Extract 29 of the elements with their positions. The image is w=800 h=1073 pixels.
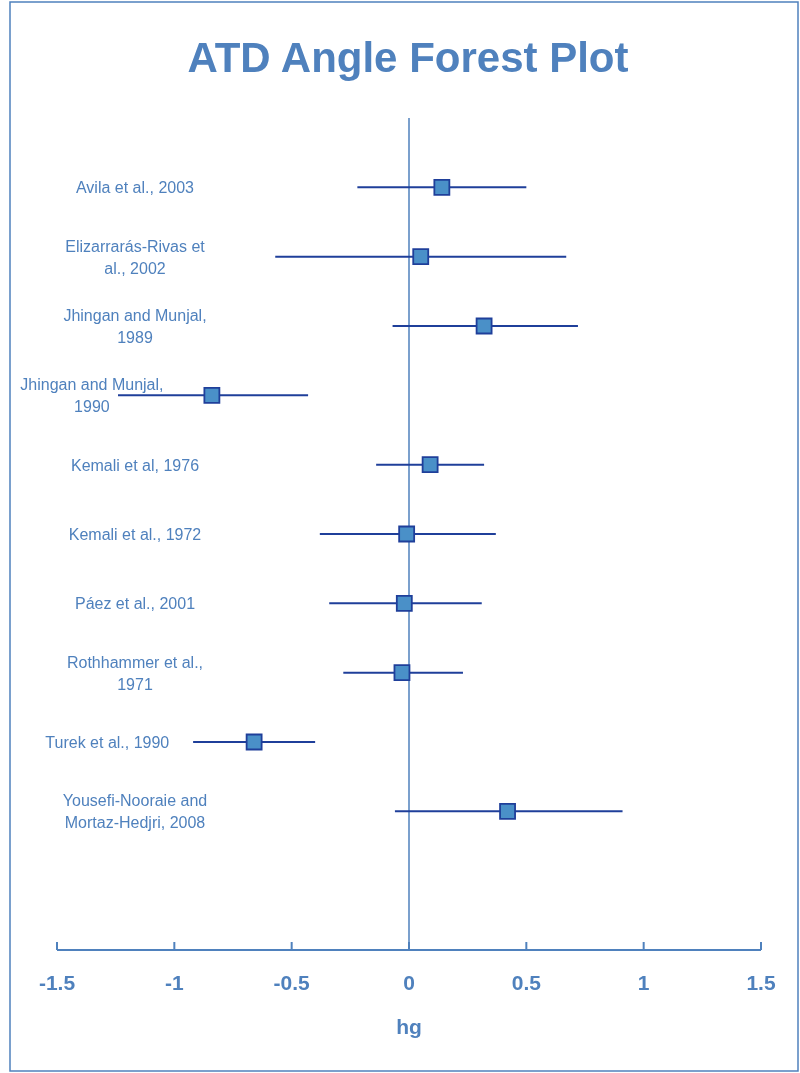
point <box>203 386 221 404</box>
x-tick-label: -0.5 <box>273 971 311 994</box>
y-tick-label: Jhingan and Munjal, 1990 <box>20 376 164 416</box>
y-tick-label: Rothhammer et al., 1971 <box>66 653 204 693</box>
y-tick-label: Avila et al., 2003 <box>75 179 195 197</box>
y-tick-label: Kemali et al, 1976 <box>70 456 200 474</box>
y-tick-label: Yousefi-Nooraie and Mortaz-Hedjri, 2008 <box>62 792 208 832</box>
x-tick-label: -1 <box>164 971 184 994</box>
y-tick-label: Jhingan and Munjal, 1989 <box>63 307 207 346</box>
point <box>412 248 430 266</box>
x-tick-label: 1 <box>637 971 650 994</box>
y-tick-label: Turek et al., 1990 <box>45 734 170 751</box>
x-tick-label: 1.5 <box>746 971 776 994</box>
point <box>395 594 413 612</box>
point <box>245 733 263 751</box>
point <box>433 178 451 196</box>
point <box>398 525 416 543</box>
x-tick-label: 0 <box>403 971 415 994</box>
y-tick-label: Elizarrarás-Rivas et al., 2002 <box>65 237 206 277</box>
chart-title: ATD Angle Forest Plot <box>187 34 629 81</box>
point <box>475 317 493 335</box>
point <box>499 802 516 820</box>
point <box>421 456 439 474</box>
y-tick-label: Kemali et al., 1972 <box>68 526 202 543</box>
y-tick-label: Páez et al., 2001 <box>74 595 196 613</box>
x-axis-title: hg <box>396 1015 422 1038</box>
point <box>393 664 411 682</box>
x-tick-label: 0.5 <box>511 971 542 994</box>
x-tick-label: -1.5 <box>38 971 76 994</box>
